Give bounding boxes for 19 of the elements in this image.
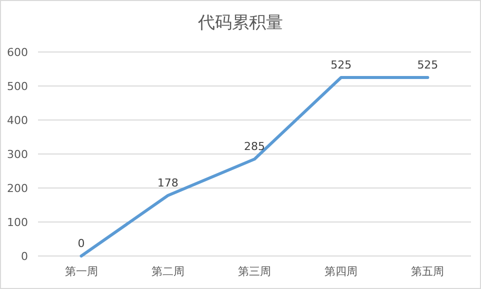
- y-tick-label: 0: [21, 250, 28, 263]
- y-tick-label: 200: [7, 182, 28, 195]
- y-tick-label: 100: [7, 216, 28, 229]
- x-tick-label: 第三周: [238, 265, 271, 278]
- chart-title: 代码累积量: [197, 13, 283, 33]
- x-tick-label: 第四周: [324, 265, 358, 278]
- y-tick-label: 300: [7, 148, 28, 161]
- x-tick-label: 第二周: [151, 265, 184, 278]
- data-label: 0: [78, 237, 85, 250]
- data-label: 178: [157, 176, 178, 190]
- x-tick-label: 第一周: [64, 265, 98, 278]
- line-series: [80, 76, 430, 258]
- y-tick-label: 400: [7, 114, 28, 127]
- data-label: 525: [330, 58, 352, 72]
- data-label: 525: [417, 58, 438, 72]
- y-tick-label: 500: [7, 80, 28, 93]
- y-tick-label: 600: [7, 46, 28, 59]
- data-label: 285: [244, 140, 265, 154]
- x-tick-label: 第五周: [411, 265, 444, 278]
